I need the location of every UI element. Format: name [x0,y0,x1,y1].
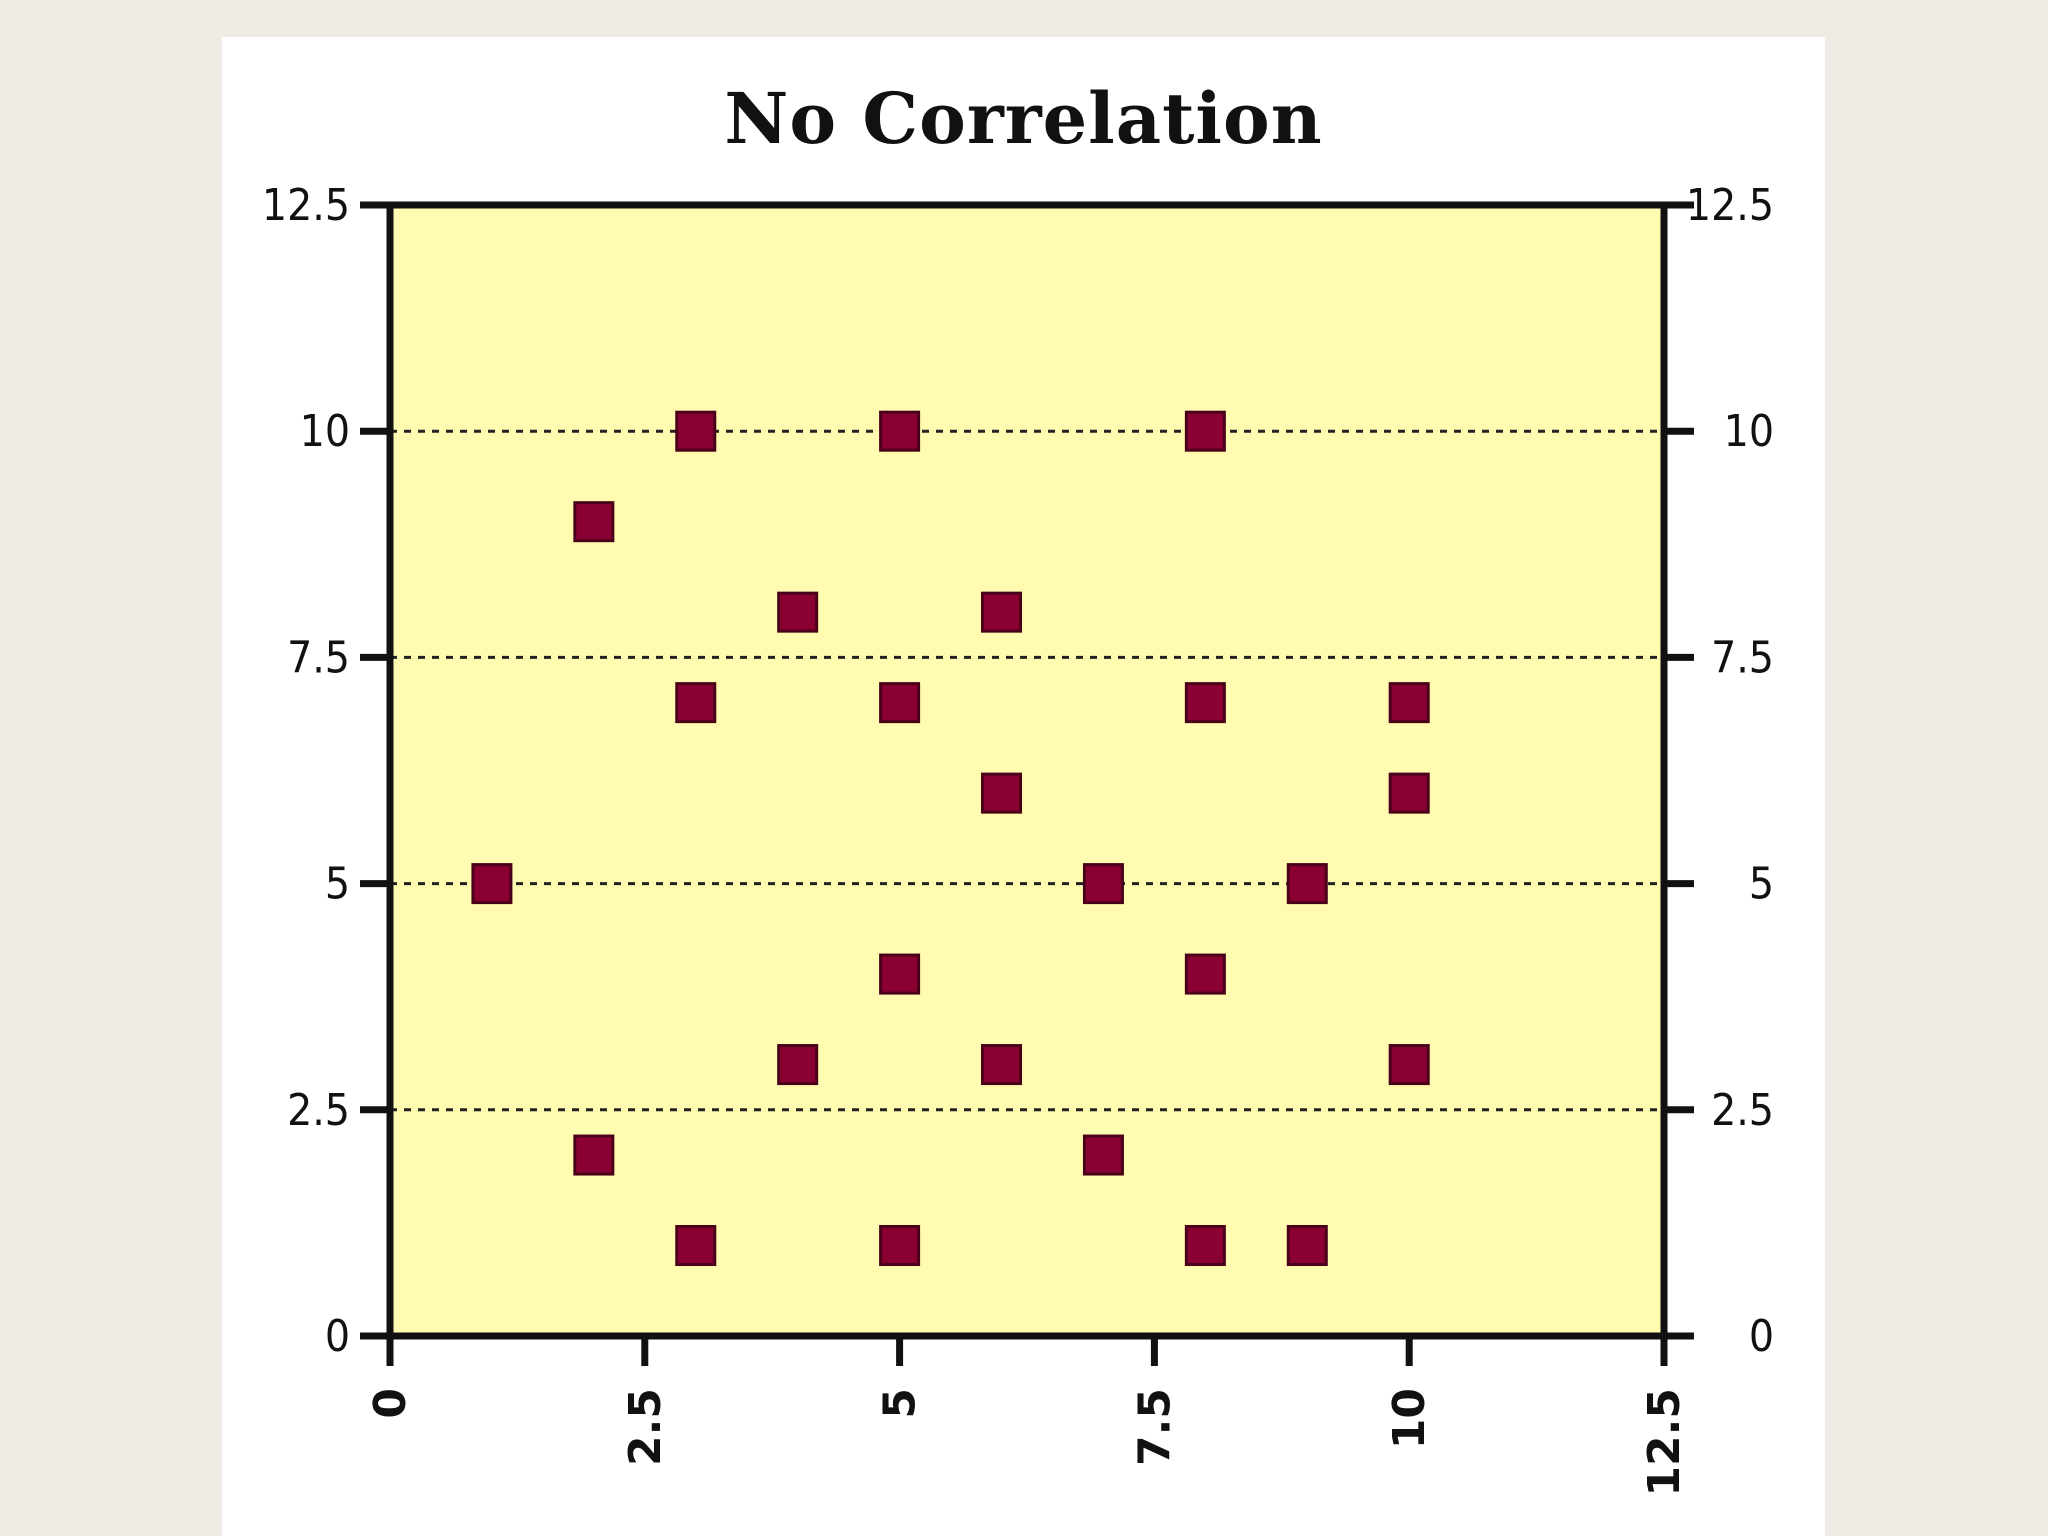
chart-panel: No Correlation 0 2.5 5 7.5 10 12.5 0 2.5 5 7.5 10 1… [222,37,1825,1536]
y-tick-label-right: 10 [1724,406,1774,457]
x-tick-label: 0 [365,1388,416,1419]
y-tick-label-right: 0 [1749,1311,1774,1362]
data-point [879,410,921,452]
data-point [879,953,921,995]
y-tick-label-left: 5 [325,859,350,910]
x-tick-label: 7.5 [1129,1388,1180,1466]
x-tick-label: 12.5 [1639,1388,1690,1497]
data-point [1286,1225,1328,1267]
data-point [573,1134,615,1176]
y-tick-label-right: 5 [1749,859,1774,910]
plot-frame [386,201,1668,1340]
data-point [777,1044,819,1086]
data-point [675,410,717,452]
x-tick-label: 2.5 [620,1388,671,1466]
data-point [1184,953,1226,995]
data-point [1388,682,1430,724]
y-tick-label-right: 12.5 [1686,180,1774,231]
data-point [573,501,615,543]
y-tick-label-left: 12.5 [262,180,350,231]
x-tick-label: 10 [1384,1388,1435,1449]
y-tick-label-left: 7.5 [287,632,350,683]
data-point [981,772,1023,814]
data-point [471,863,513,905]
data-point [879,682,921,724]
data-point [879,1225,921,1267]
data-point [1082,1134,1124,1176]
y-tick-label-left: 0 [325,1311,350,1362]
data-point [1184,682,1226,724]
data-point [981,591,1023,633]
data-point [1082,863,1124,905]
data-point [1388,772,1430,814]
x-tick-label: 5 [875,1388,926,1419]
data-point [1388,1044,1430,1086]
data-point [1184,410,1226,452]
data-point [777,591,819,633]
data-point [675,1225,717,1267]
data-point [1184,1225,1226,1267]
scatter-chart: 0 2.5 5 7.5 10 12.5 0 2.5 5 7.5 10 12.5 0 2.5 5 7.5 10 12… [262,180,1774,1497]
y-tick-label-left: 10 [300,406,350,457]
y-tick-label-right: 7.5 [1711,632,1774,683]
data-point [981,1044,1023,1086]
y-tick-label-left: 2.5 [287,1085,350,1136]
data-point [675,682,717,724]
data-point [1286,863,1328,905]
chart-title: No Correlation [724,77,1323,160]
y-tick-label-right: 2.5 [1711,1085,1774,1136]
